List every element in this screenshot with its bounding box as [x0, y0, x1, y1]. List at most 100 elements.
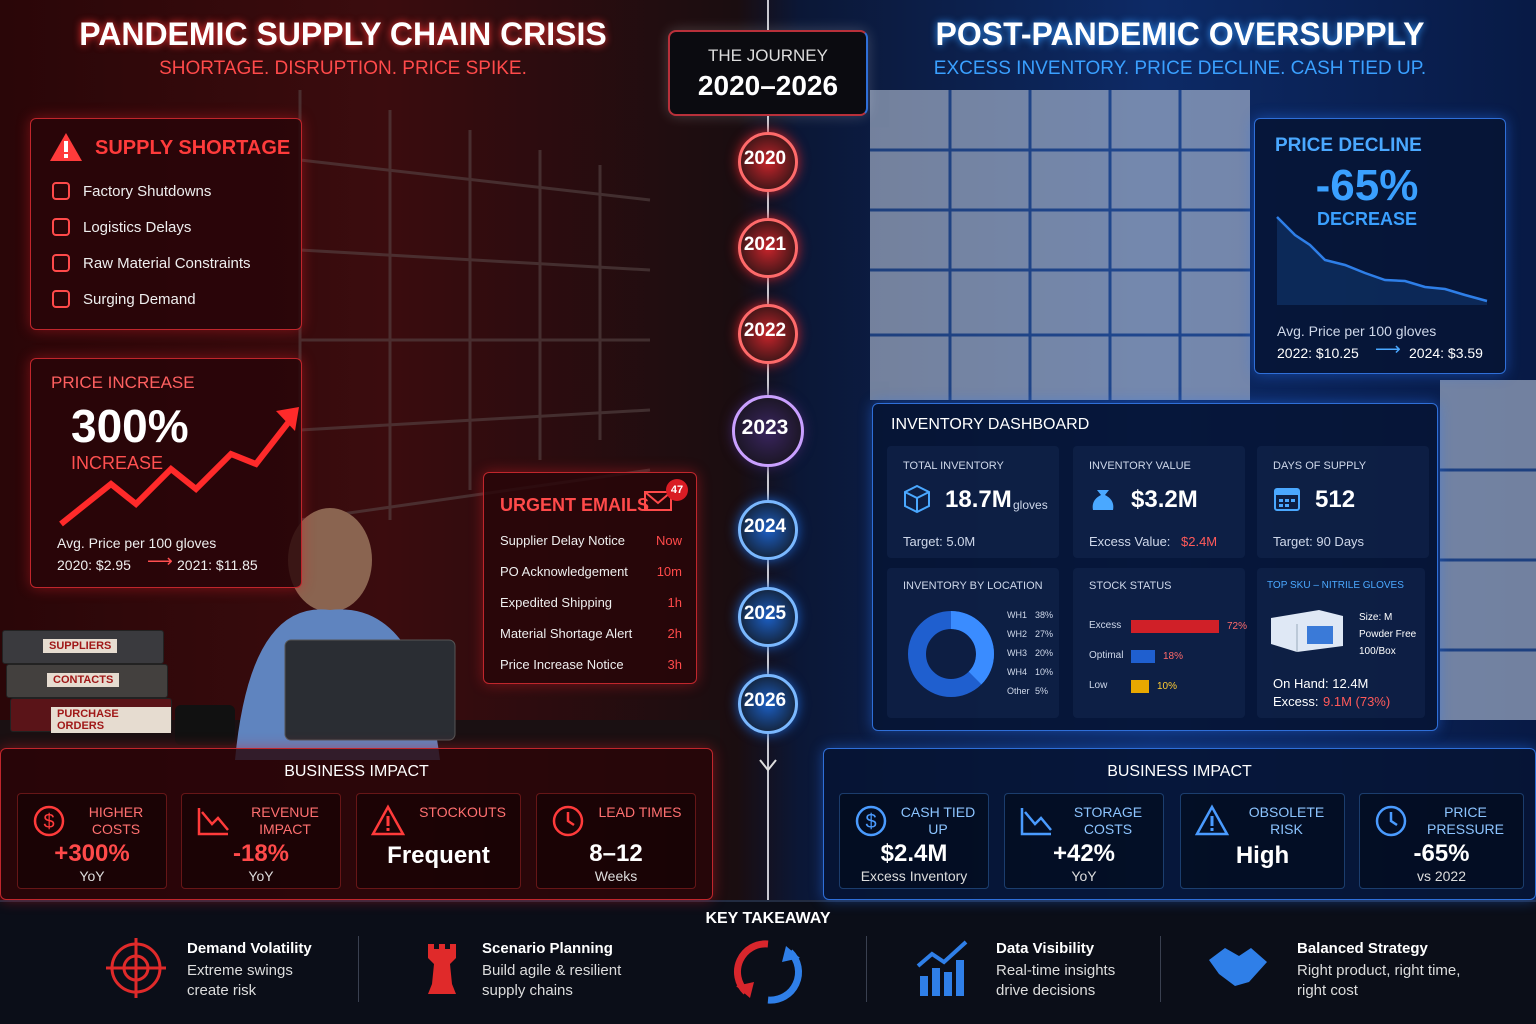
stock-bar	[1131, 650, 1155, 663]
glove-boxes	[870, 90, 1536, 720]
takeaway-item-title: Balanced Strategy	[1297, 940, 1428, 957]
kpi-unit: gloves	[1013, 498, 1048, 512]
email-subject: Supplier Delay Notice	[500, 533, 626, 548]
year-circle: 2024	[738, 500, 798, 560]
year-circle: 2020	[738, 132, 798, 192]
shape	[1279, 499, 1283, 502]
shape	[920, 976, 928, 996]
impact-icon	[1375, 805, 1407, 837]
shape	[284, 639, 456, 741]
takeaway-icon	[1209, 948, 1267, 986]
shape	[1275, 489, 1299, 495]
year-label: 2022	[743, 320, 787, 341]
impact-label: CASH TIED UP	[900, 804, 976, 837]
shape	[299, 248, 651, 272]
email-subject: PO Acknowledgement	[500, 564, 628, 579]
takeaway-item-text: Right product, right time, right cost	[1297, 962, 1461, 999]
sku-on-hand: On Hand: 12.4M	[1273, 676, 1369, 691]
location-title: INVENTORY BY LOCATION	[903, 580, 1043, 592]
item-icon	[52, 254, 70, 272]
shape	[1209, 948, 1267, 986]
impact-sub: YoY	[1071, 868, 1097, 884]
impact-title: BUSINESS IMPACT	[1107, 763, 1252, 780]
year-label: 2023	[741, 416, 789, 439]
worker-desk	[0, 508, 720, 760]
price-to: 2021: $11.85	[177, 557, 258, 573]
shape	[64, 154, 68, 158]
right-title: POST-PANDEMIC OVERSUPPLY	[935, 16, 1425, 52]
left-title: PANDEMIC SUPPLY CHAIN CRISIS	[79, 16, 607, 52]
email-subject: Expedited Shipping	[500, 595, 613, 610]
email-time: 3h	[667, 657, 682, 672]
location-share: 5%	[1035, 686, 1049, 696]
takeaway-item-title: Data Visibility	[996, 940, 1095, 957]
location-share: 10%	[1035, 667, 1054, 677]
impact-icon: $	[33, 805, 65, 837]
impact-icon	[1195, 804, 1229, 836]
impact-value: -18%	[232, 840, 290, 867]
shape	[1375, 805, 1407, 837]
item-icon	[52, 218, 70, 236]
shape	[59, 417, 294, 527]
shape	[1285, 499, 1289, 502]
impact-card: REVENUE IMPACT -18% YoY	[181, 793, 341, 889]
impact-card: LEAD TIMES 8–12 Weeks	[536, 793, 696, 889]
location-card: INVENTORY BY LOCATION WH1 38% WH2 27% WH3 20% W…	[887, 568, 1059, 718]
shape	[52, 290, 70, 308]
impact-label: STOCKOUTS	[419, 804, 506, 820]
separator	[1160, 936, 1161, 1002]
price-decline-caption: DECREASE	[1316, 209, 1418, 229]
impact-value: +300%	[54, 840, 130, 867]
shape	[64, 141, 68, 152]
stock-name: Excess	[1089, 620, 1122, 631]
shape	[197, 808, 229, 836]
mail-badge: 47	[666, 479, 688, 501]
kpi-label: DAYS OF SUPPLY	[1273, 460, 1367, 472]
decline-arrow: ⟶	[1375, 339, 1401, 359]
email-time: 1h	[667, 595, 682, 610]
sku-spec: Size: M	[1359, 612, 1393, 623]
shape	[644, 491, 672, 511]
decline-from: 2022: $10.25	[1277, 345, 1359, 361]
impact-label: PRICE PRESSURE	[1426, 804, 1505, 837]
right-subtitle: EXCESS INVENTORY. PRICE DECLINE. CASH TI…	[933, 58, 1427, 79]
shape	[932, 968, 940, 996]
binder-label: PURCHASE ORDERS	[51, 707, 171, 733]
shape	[1440, 380, 1536, 720]
shape	[1277, 217, 1487, 305]
price-increase-label: PRICE INCREASE	[51, 373, 195, 392]
price-arrow: ⟶	[147, 551, 173, 571]
impact-label: STORAGE COSTS	[1073, 804, 1143, 837]
kpi-label: TOTAL INVENTORY	[903, 460, 1004, 472]
sku-excess-value: 9.1M (73%)	[1323, 694, 1391, 709]
shape	[52, 254, 70, 272]
shape	[956, 960, 964, 996]
business-impact-panel: BUSINESS IMPACT $ HIGHER COSTS +300% YoY REVE…	[0, 748, 713, 900]
year-circle: 2026	[738, 674, 798, 734]
shape	[386, 816, 390, 826]
location-share: 27%	[1035, 629, 1054, 639]
takeaway-item-text: Build agile & resilient supply chains	[482, 962, 622, 999]
shape	[299, 158, 651, 202]
impact-value: Frequent	[387, 842, 490, 869]
kpi-icon	[904, 484, 930, 514]
location-name: WH1	[1007, 610, 1027, 620]
shape	[1291, 499, 1295, 502]
journey-range: 2020–2026	[697, 70, 839, 101]
sku-spec: 100/Box	[1359, 646, 1396, 657]
dashboard-title: INVENTORY DASHBOARD	[891, 416, 1090, 433]
impact-card: STORAGE COSTS +42% YoY	[1004, 793, 1164, 889]
impact-card: $ HIGHER COSTS +300% YoY	[17, 793, 167, 889]
impact-value: High	[1235, 842, 1290, 869]
kpi-card: TOTAL INVENTORY 18.7M gloves Target: 5.0M	[887, 446, 1059, 558]
impact-sub: vs 2022	[1416, 868, 1467, 884]
shape	[870, 90, 1536, 652]
location-share: 38%	[1035, 610, 1054, 620]
impact-card: STOCKOUTS Frequent	[356, 793, 521, 889]
impact-label: OBSOLETE RISK	[1248, 804, 1325, 837]
sku-title: TOP SKU – NITRILE GLOVES	[1267, 580, 1404, 591]
takeaway-icon	[428, 944, 456, 994]
shape	[916, 940, 968, 968]
price-from: 2020: $2.95	[57, 557, 131, 573]
